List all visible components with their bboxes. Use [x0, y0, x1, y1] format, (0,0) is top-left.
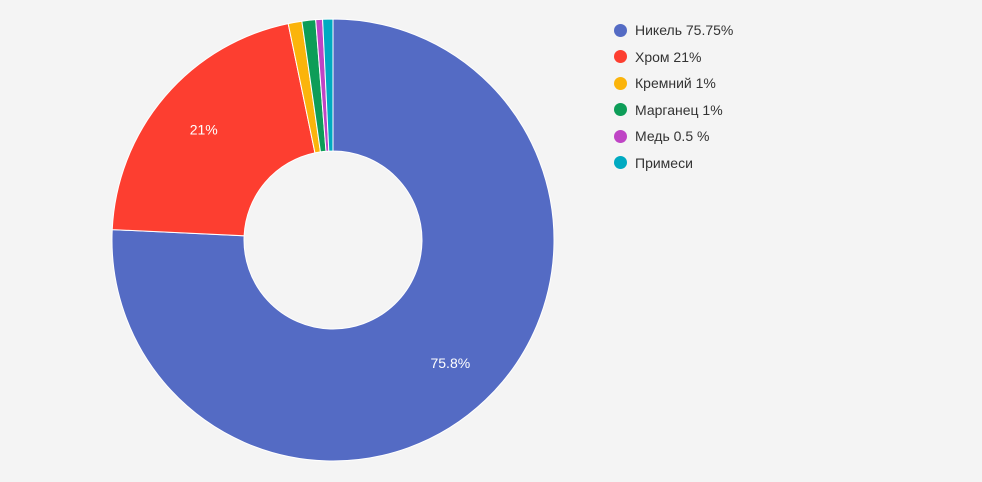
legend-marker-icon — [614, 129, 627, 143]
pie-slice-5[interactable] — [322, 18, 334, 152]
legend-item-1[interactable]: Хром 21% — [614, 44, 733, 71]
legend-marker-icon — [614, 23, 627, 37]
legend-label: Медь 0.5 % — [635, 128, 710, 145]
pie-slice-0[interactable] — [111, 18, 555, 462]
legend-marker-icon — [614, 50, 627, 64]
legend: Никель 75.75% Хром 21% Кремний 1% Марганец … — [614, 17, 733, 176]
legend-item-5[interactable]: Примеси — [614, 150, 733, 177]
legend-label: Никель 75.75% — [635, 22, 734, 39]
slice-label-1: 21% — [190, 122, 218, 138]
slice-label-0: 75.8% — [430, 355, 470, 371]
legend-item-0[interactable]: Никель 75.75% — [614, 17, 733, 44]
legend-label: Примеси — [635, 154, 693, 171]
legend-label: Хром 21% — [635, 48, 702, 65]
legend-marker-icon — [614, 76, 627, 90]
legend-item-2[interactable]: Кремний 1% — [614, 70, 733, 97]
legend-marker-icon — [614, 103, 627, 117]
pie-slice-1[interactable] — [111, 23, 316, 237]
legend-label: Кремний 1% — [635, 75, 716, 92]
legend-label: Марганец 1% — [635, 101, 723, 118]
legend-marker-icon — [614, 156, 627, 170]
legend-item-4[interactable]: Медь 0.5 % — [614, 123, 733, 150]
legend-item-3[interactable]: Марганец 1% — [614, 97, 733, 124]
